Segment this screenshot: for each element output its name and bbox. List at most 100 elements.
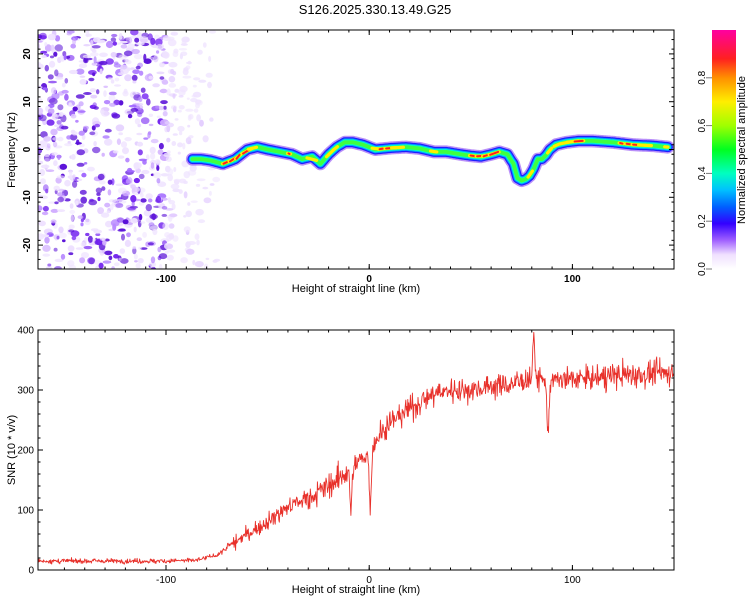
noise-blob xyxy=(135,263,141,269)
noise-blob xyxy=(167,174,173,182)
noise-blob xyxy=(104,202,111,208)
noise-blob xyxy=(148,123,154,127)
noise-blob xyxy=(197,219,206,224)
noise-blob xyxy=(174,118,179,121)
noise-blob xyxy=(132,69,141,74)
noise-blob xyxy=(97,207,104,215)
noise-blob xyxy=(54,266,62,269)
noise-blob xyxy=(108,91,117,96)
noise-blob xyxy=(180,51,188,57)
noise-blob xyxy=(89,88,97,93)
noise-blob xyxy=(98,262,104,269)
noise-blob xyxy=(113,253,119,259)
noise-blob xyxy=(61,89,69,94)
noise-blob xyxy=(108,255,113,261)
noise-blob xyxy=(178,189,183,194)
noise-blob xyxy=(48,80,57,84)
noise-blob xyxy=(76,68,85,75)
noise-blob xyxy=(163,152,171,157)
noise-blob xyxy=(90,52,99,57)
noise-blob xyxy=(38,40,43,43)
noise-blob xyxy=(138,173,145,180)
noise-blob xyxy=(177,109,182,113)
noise-blob xyxy=(159,105,164,111)
noise-blob xyxy=(179,85,188,93)
noise-blob xyxy=(177,125,185,132)
noise-blob xyxy=(64,143,73,147)
noise-blob xyxy=(172,106,177,113)
noise-blob xyxy=(166,125,171,133)
noise-blob xyxy=(143,137,149,140)
noise-blob xyxy=(77,215,84,220)
noise-blob xyxy=(69,203,74,209)
noise-blob xyxy=(155,196,162,203)
noise-blob xyxy=(147,198,153,203)
noise-blob xyxy=(123,50,133,57)
noise-blob xyxy=(126,232,131,238)
noise-blob xyxy=(39,168,46,177)
noise-blob xyxy=(116,138,121,145)
noise-blob xyxy=(160,100,168,105)
noise-blob xyxy=(77,110,86,113)
noise-blob xyxy=(115,203,124,208)
noise-blob xyxy=(168,75,176,83)
noise-blob xyxy=(125,157,130,163)
noise-blob xyxy=(196,114,202,122)
noise-blob xyxy=(147,33,153,41)
noise-blob xyxy=(127,43,135,50)
noise-blob xyxy=(50,219,57,224)
noise-blob xyxy=(152,83,160,88)
noise-blob xyxy=(150,152,156,160)
noise-blob xyxy=(38,220,46,227)
noise-blob xyxy=(38,34,43,39)
noise-blob xyxy=(166,137,171,143)
noise-blob xyxy=(41,55,47,58)
noise-blob xyxy=(111,113,121,119)
noise-blob xyxy=(88,199,98,206)
noise-blob xyxy=(137,149,143,156)
noise-blob xyxy=(136,42,145,46)
noise-blob xyxy=(72,37,77,45)
noise-blob xyxy=(202,186,209,190)
noise-blob xyxy=(162,36,171,41)
noise-blob xyxy=(46,143,51,149)
noise-blob xyxy=(187,202,191,206)
noise-blob xyxy=(166,243,174,249)
noise-blob xyxy=(43,136,51,142)
noise-blob xyxy=(170,68,175,75)
noise-blob xyxy=(178,95,184,98)
noise-blob xyxy=(190,200,198,203)
noise-blob xyxy=(64,179,71,187)
noise-blob xyxy=(137,123,142,128)
colorbar: 0.0 0.2 0.4 0.6 0.8 Normalized spectral ampl… xyxy=(697,30,748,276)
noise-blob xyxy=(185,248,195,255)
noise-blob xyxy=(93,229,102,234)
noise-blob xyxy=(44,64,49,72)
noise-blob xyxy=(76,178,83,182)
x-tick-label: 100 xyxy=(564,575,581,586)
y-tick-label: 300 xyxy=(17,386,34,397)
noise-blob xyxy=(99,68,103,75)
noise-blob xyxy=(195,183,201,187)
noise-blob xyxy=(127,206,136,211)
noise-blob xyxy=(145,204,152,212)
noise-blob xyxy=(140,87,146,93)
noise-blob xyxy=(156,115,161,119)
noise-blob xyxy=(40,178,46,185)
noise-blob xyxy=(136,132,143,136)
noise-blob xyxy=(114,84,121,87)
noise-blob xyxy=(82,54,91,59)
noise-blob xyxy=(111,266,115,269)
noise-blob xyxy=(112,223,117,231)
noise-blob xyxy=(69,209,76,214)
noise-blob xyxy=(150,256,156,264)
noise-blob xyxy=(44,158,50,162)
noise-blob xyxy=(57,196,64,203)
noise-blob xyxy=(38,62,41,65)
noise-blob xyxy=(194,233,200,240)
noise-blob xyxy=(136,237,142,242)
noise-blob xyxy=(103,90,107,97)
noise-blob xyxy=(124,239,131,247)
noise-blob xyxy=(70,113,77,119)
noise-blob xyxy=(130,217,138,224)
